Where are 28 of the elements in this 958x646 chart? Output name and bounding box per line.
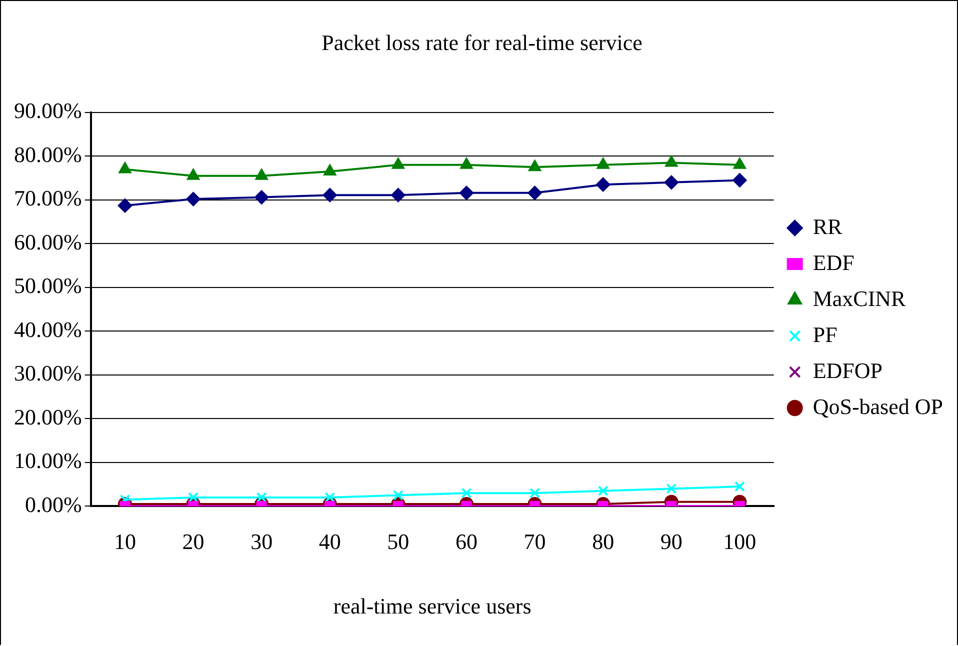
y-tick-label: 10.00% xyxy=(14,448,82,474)
x-tick-label: 90 xyxy=(660,529,682,554)
x-tick-label: 100 xyxy=(723,529,756,554)
x-tick-label: 50 xyxy=(387,529,410,554)
x-tick-label: 20 xyxy=(182,529,204,554)
legend-label: EDF xyxy=(812,250,854,275)
x-tick-label: 10 xyxy=(114,529,136,554)
x-tick-label: 40 xyxy=(318,529,341,554)
legend-label: MaxCINR xyxy=(812,286,906,311)
y-tick-label: 0.00% xyxy=(25,492,82,517)
y-tick-label: 50.00% xyxy=(14,273,82,298)
y-tick-label: 30.00% xyxy=(14,360,82,386)
legend-label: QoS-based OP xyxy=(812,394,944,419)
y-tick-label: 80.00% xyxy=(14,142,82,167)
x-tick-label: 80 xyxy=(592,529,614,554)
y-tick-label: 90.00% xyxy=(14,98,82,124)
legend-label: RR xyxy=(812,214,843,239)
y-tick-label: 40.00% xyxy=(14,316,82,342)
x-tick-label: 70 xyxy=(524,529,546,554)
chart-title: Packet loss rate for real-time service xyxy=(322,30,642,55)
legend-label: PF xyxy=(812,322,838,347)
y-tick-label: 60.00% xyxy=(14,229,82,254)
x-tick-label: 30 xyxy=(250,529,273,554)
x-axis-title: real-time service users xyxy=(333,594,532,619)
y-tick-label: 20.00% xyxy=(14,404,82,430)
x-tick-label: 60 xyxy=(455,529,478,554)
y-tick-label: 70.00% xyxy=(14,186,82,211)
legend-label: EDFOP xyxy=(812,358,883,383)
